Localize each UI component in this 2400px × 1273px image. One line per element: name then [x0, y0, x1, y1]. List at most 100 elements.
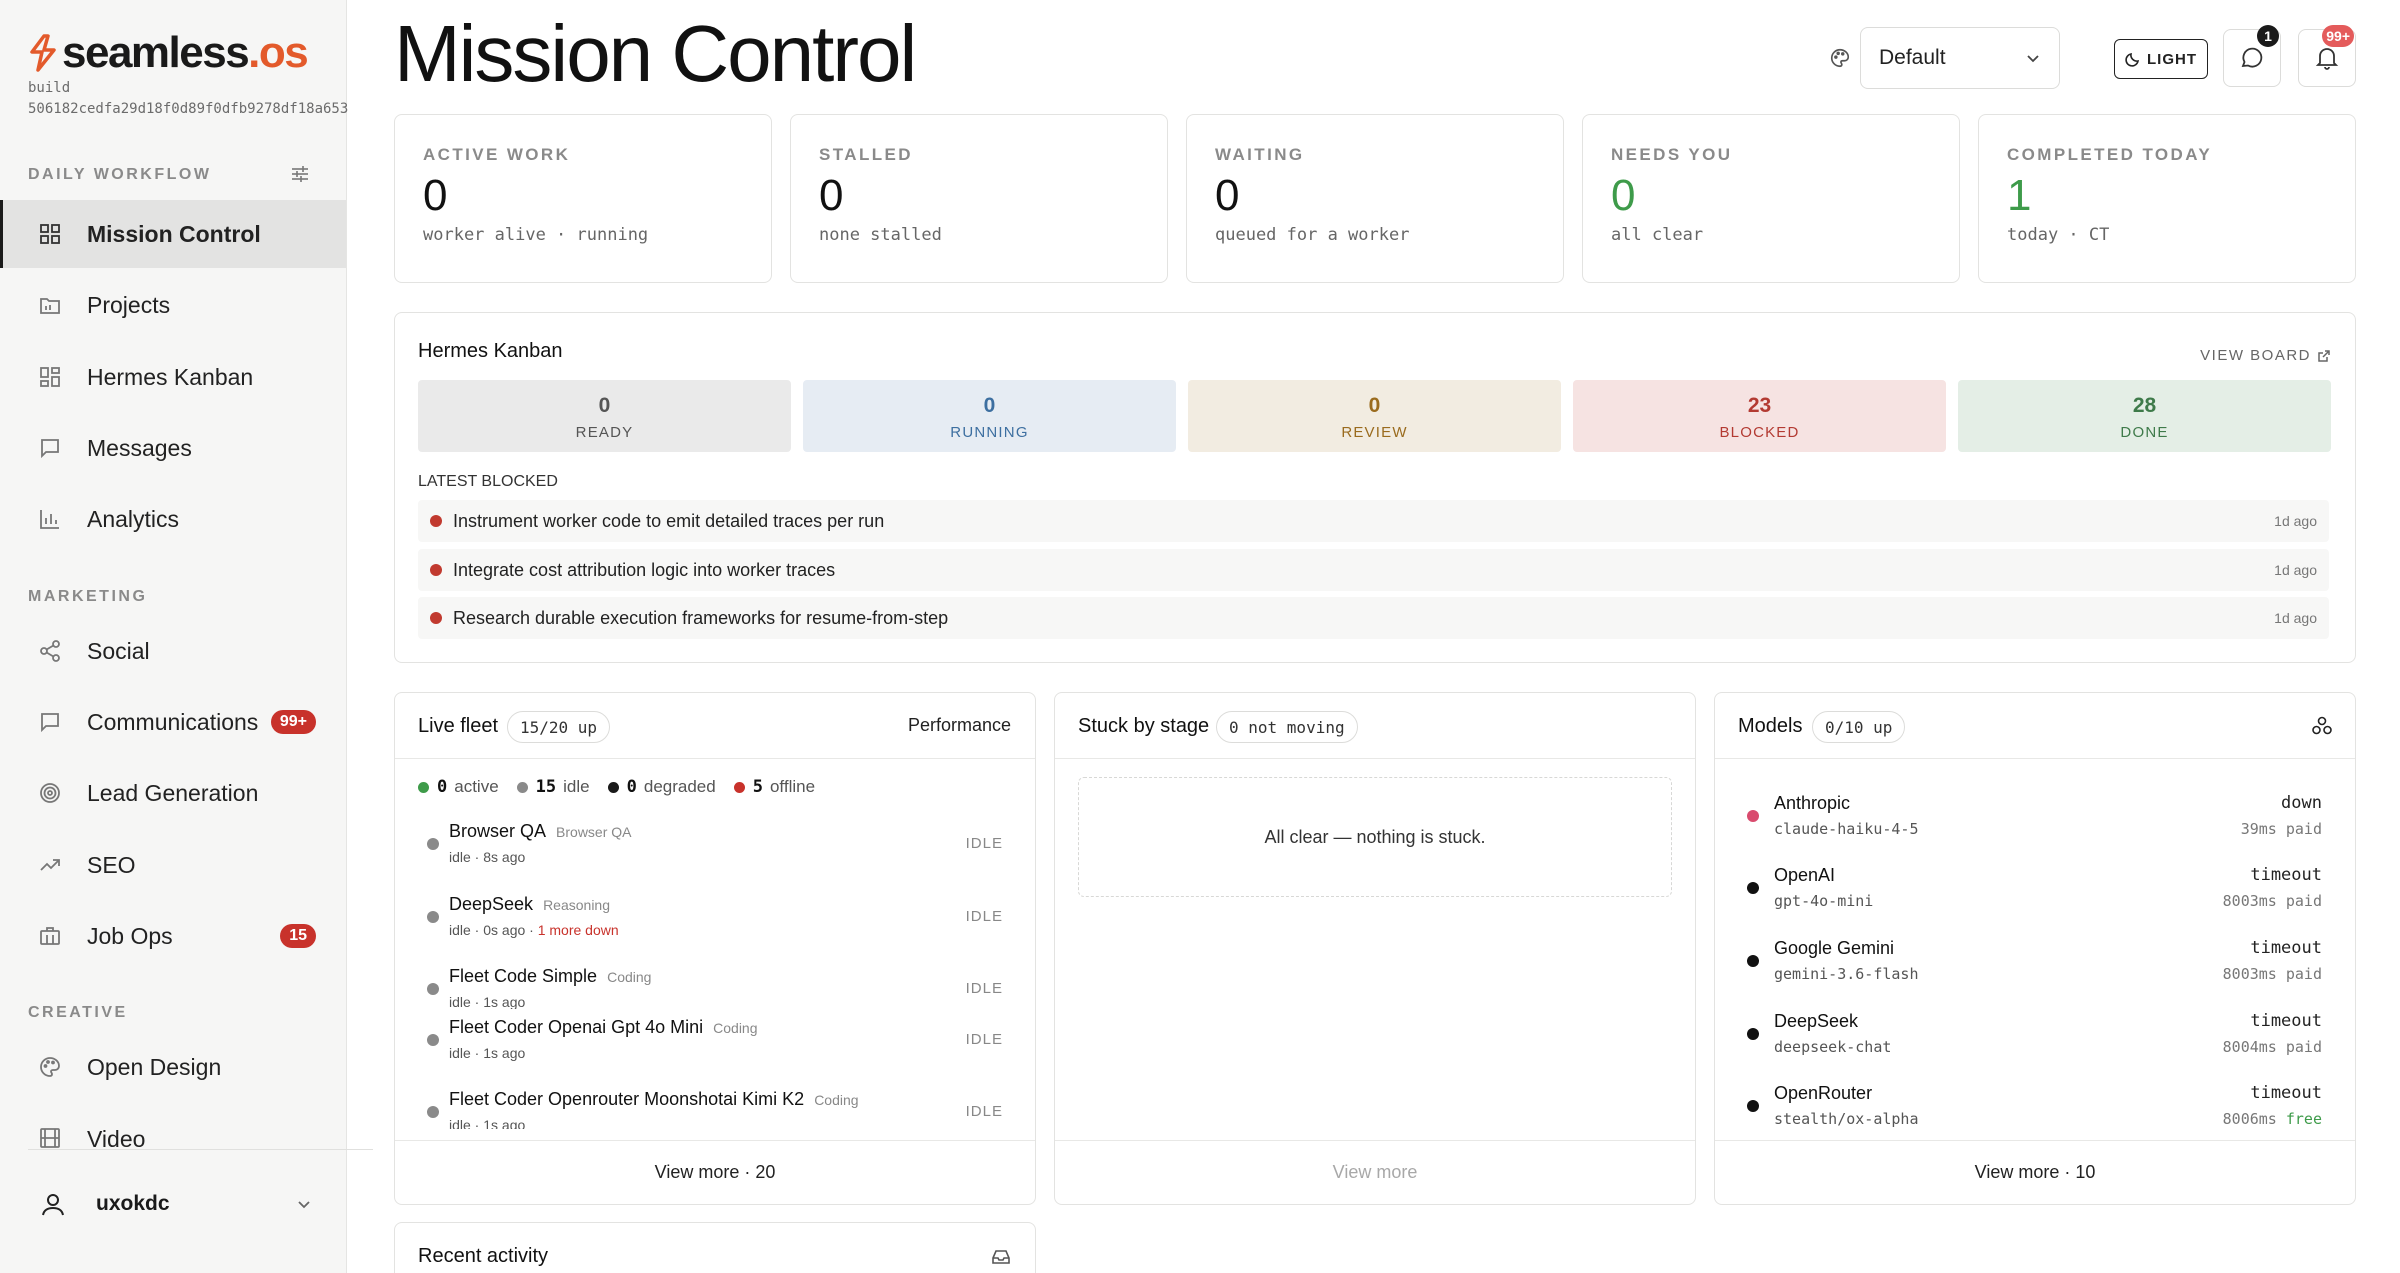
stat-value: 0 [1215, 171, 1240, 220]
sidebar-item-hermes-kanban[interactable]: Hermes Kanban [0, 343, 346, 411]
latest-blocked-label: LATEST BLOCKED [418, 473, 558, 490]
lane-count: 0 [598, 394, 611, 417]
stat-card-needs-you[interactable]: NEEDS YOU 0 all clear [1582, 114, 1960, 283]
message-icon [41, 713, 59, 733]
model-latency: 8003ms [2222, 892, 2277, 910]
blocked-task-time: 1d ago [2274, 610, 2317, 626]
model-row[interactable]: Google Gemini gemini-3.6-flash timeout 8… [1747, 930, 2322, 990]
lane-done[interactable]: 28 DONE [1958, 380, 2331, 452]
status-dot [1747, 955, 1759, 967]
messages-count: 1 [2257, 25, 2279, 47]
lane-ready[interactable]: 0 READY [418, 380, 791, 452]
sidebar-item-video[interactable]: Video [0, 1104, 346, 1154]
fleet-worker-state: IDLE [965, 980, 1003, 997]
fleet-row[interactable]: DeepSeek Reasoning idle · 0s ago · 1 more… [427, 886, 1003, 946]
fleet-list-continued[interactable]: Fleet Coder Openai Gpt 4o Mini Coding idl… [395, 1009, 1035, 1129]
kanban-title: Hermes Kanban [418, 340, 563, 362]
sidebar-item-label: Hermes Kanban [87, 363, 254, 390]
fleet-worker-down-link[interactable]: 1 more down [537, 922, 619, 938]
fleet-worker-name: DeepSeek [449, 894, 534, 914]
messages-button[interactable]: 1 [2223, 25, 2281, 87]
inbox-icon[interactable] [991, 1247, 1011, 1267]
model-row[interactable]: Anthropic claude-haiku-4-5 down 39ms pai… [1747, 785, 2322, 845]
legend-label: idle [563, 777, 590, 796]
model-latency: 8004ms [2222, 1038, 2277, 1056]
model-provider: OpenAI [1774, 865, 1836, 885]
user-icon [42, 1194, 64, 1216]
lane-review[interactable]: 0 REVIEW [1188, 380, 1561, 452]
blocked-task-time: 1d ago [2274, 562, 2317, 578]
fleet-worker-tag: Coding [814, 1092, 859, 1108]
fleet-row[interactable]: Fleet Coder Openai Gpt 4o Mini Coding idl… [427, 1009, 1003, 1069]
blocked-task-row[interactable]: Integrate cost attribution logic into wo… [418, 549, 2329, 591]
sidebar-item-label: Video [87, 1126, 146, 1152]
performance-link[interactable]: Performance [907, 715, 1011, 735]
fleet-row[interactable]: Fleet Code Simple Coding idle · 1s ago ID… [427, 958, 1003, 1009]
legend-count: 15 [535, 777, 557, 797]
sidebar-item-analytics[interactable]: Analytics [0, 485, 346, 553]
trending-icon [40, 859, 60, 871]
model-id: claude-haiku-4-5 [1774, 820, 1919, 838]
fleet-row[interactable]: Browser QA Browser QA idle · 8s ago IDLE [427, 813, 1003, 873]
stat-value: 0 [423, 171, 448, 220]
stat-label: ACTIVE WORK [423, 145, 571, 164]
brand-name: seamless [62, 28, 250, 77]
fleet-list[interactable]: Browser QA Browser QA idle · 8s ago IDLE … [395, 813, 1035, 1009]
fleet-row[interactable]: Fleet Coder Openrouter Moonshotai Kimi K… [427, 1081, 1003, 1129]
view-board-link[interactable]: VIEW BOARD [2200, 347, 2331, 364]
blocked-task-row[interactable]: Research durable execution frameworks fo… [418, 597, 2329, 639]
model-provider: Google Gemini [1774, 938, 1895, 958]
sidebar-item-messages[interactable]: Messages [0, 414, 346, 482]
lane-label: DONE [2120, 424, 2169, 441]
legend-degraded: 0 degraded [607, 777, 716, 797]
model-cost: free [2285, 1110, 2322, 1128]
model-id: gpt-4o-mini [1774, 892, 1874, 910]
notifications-button[interactable]: 99+ [2298, 25, 2356, 87]
status-dot [607, 781, 619, 793]
lane-blocked[interactable]: 23 BLOCKED [1573, 380, 1946, 452]
stat-card-stalled[interactable]: STALLED 0 none stalled [790, 114, 1168, 283]
stat-card-waiting[interactable]: WAITING 0 queued for a worker [1186, 114, 1564, 283]
sliders-icon[interactable] [290, 164, 310, 184]
network-icon[interactable] [2311, 715, 2333, 737]
theme-select-value: Default [1879, 46, 1946, 69]
sidebar-item-label: Analytics [87, 505, 180, 532]
blocked-task-row[interactable]: Instrument worker code to emit detailed … [418, 500, 2329, 542]
view-board-label: VIEW BOARD [2200, 347, 2311, 364]
sidebar-item-label: Projects [87, 291, 171, 318]
blocked-task-title: Integrate cost attribution logic into wo… [453, 559, 836, 580]
sidebar-item-job-ops[interactable]: Job Ops 15 [0, 902, 346, 970]
external-link-icon [2318, 349, 2330, 362]
lane-running[interactable]: 0 RUNNING [803, 380, 1176, 452]
light-mode-button[interactable]: LIGHT [2114, 39, 2208, 79]
legend-label: active [454, 777, 499, 796]
sidebar-item-mission-control[interactable]: Mission Control [0, 200, 346, 268]
model-provider: Anthropic [1774, 793, 1851, 813]
status-dot [516, 781, 528, 793]
models-view-more-button[interactable]: View more · 10 [1715, 1140, 2355, 1204]
stuck-view-more-button[interactable]: View more [1055, 1140, 1695, 1204]
fleet-worker-tag: Coding [607, 969, 652, 985]
theme-select[interactable]: Default [1860, 27, 2060, 89]
status-dot [430, 564, 442, 576]
user-menu[interactable]: uxokdc [0, 1172, 346, 1236]
brand-logo[interactable]: seamless.os [28, 28, 309, 78]
model-row[interactable]: OpenAI gpt-4o-mini timeout 8003ms paid [1747, 857, 2322, 917]
model-row[interactable]: OpenRouter stealth/ox-alpha timeout 8006… [1747, 1075, 2322, 1135]
fleet-view-more-button[interactable]: View more · 20 [395, 1140, 1035, 1204]
stat-card-completed-today[interactable]: COMPLETED TODAY 1 today · CT [1978, 114, 2356, 283]
fleet-worker-name: Browser QA [449, 821, 547, 841]
film-icon [40, 1128, 60, 1148]
legend-count: 0 [626, 777, 637, 797]
stat-card-active-work[interactable]: ACTIVE WORK 0 worker alive · running [394, 114, 772, 283]
sidebar-item-seo[interactable]: SEO [0, 831, 346, 899]
sidebar-item-projects[interactable]: Projects [0, 271, 346, 339]
model-id: deepseek-chat [1774, 1038, 1892, 1056]
blocked-task-time: 1d ago [2274, 513, 2317, 529]
sidebar-item-social[interactable]: Social [0, 617, 346, 685]
sidebar-item-lead-generation[interactable]: Lead Generation [0, 759, 346, 827]
sidebar-item-communications[interactable]: Communications 99+ [0, 688, 346, 756]
sidebar-item-open-design[interactable]: Open Design [0, 1033, 346, 1101]
recent-activity-title: Recent activity [418, 1245, 549, 1267]
model-row[interactable]: DeepSeek deepseek-chat timeout 8004ms pa… [1747, 1003, 2322, 1063]
